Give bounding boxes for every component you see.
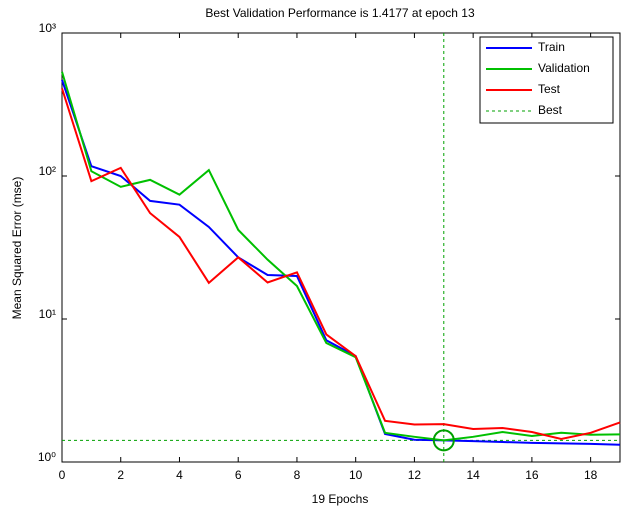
legend-box [479,36,614,124]
series-line [61,71,621,442]
x-tick-label: 18 [584,468,598,482]
x-tick-label: 2 [117,468,124,482]
x-tick-label: 8 [294,468,301,482]
y-tick-label: 10³ [39,21,56,35]
legend-label: Validation [538,61,590,75]
best-marker [432,429,455,452]
legend-label: Best [538,103,563,117]
x-tick-label: 10 [349,468,363,482]
x-tick-label: 14 [466,468,480,482]
chart-title: Best Validation Performance is 1.4177 at… [205,6,475,20]
legend-label: Train [538,40,565,54]
x-tick-label: 16 [525,468,539,482]
series-line [61,79,621,446]
x-tick-label: 6 [235,468,242,482]
series-line [61,88,621,440]
x-tick-label: 12 [408,468,422,482]
y-tick-label: 10¹ [39,307,56,321]
x-tick-label: 4 [176,468,183,482]
x-tick-label: 0 [59,468,66,482]
y-axis-label: Mean Squared Error (mse) [10,177,24,320]
plot-frame [61,32,621,463]
x-axis-label: 19 Epochs [312,492,369,506]
y-tick-label: 10⁰ [38,450,56,464]
y-tick-label: 10² [39,164,56,178]
legend-label: Test [538,82,561,96]
